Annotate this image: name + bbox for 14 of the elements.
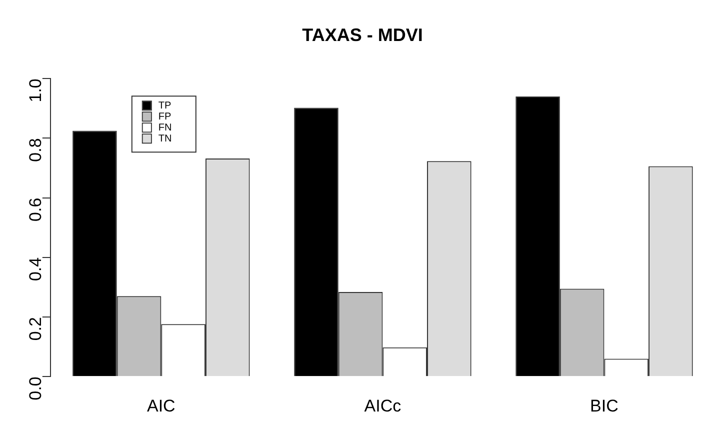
- y-tick-label: 1.0: [26, 78, 46, 102]
- chart-title: TAXAS - MDVI: [302, 24, 423, 45]
- y-tick-label: 0.2: [26, 317, 46, 341]
- y-tick-label: 0.6: [26, 198, 46, 222]
- y-tick-label: 0.8: [26, 138, 46, 162]
- x-tick-label: AICc: [364, 396, 402, 416]
- x-tick-label: AIC: [146, 396, 176, 416]
- legend-label: TP: [158, 100, 172, 112]
- legend-label: TN: [158, 133, 172, 144]
- legend-label: FP: [158, 111, 172, 122]
- legend-label: FN: [158, 122, 172, 134]
- y-tick-label: 0.4: [26, 257, 46, 282]
- x-tick-label: BIC: [590, 396, 618, 416]
- y-tick-label: 0.0: [26, 376, 46, 400]
